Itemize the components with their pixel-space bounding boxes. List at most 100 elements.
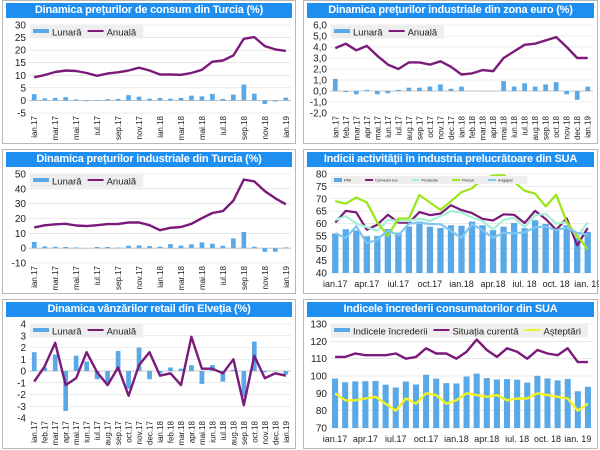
bar xyxy=(210,93,215,101)
x-tick-label: mar.18 xyxy=(177,265,186,290)
bar xyxy=(84,361,89,371)
legend-label: Lunară xyxy=(353,27,383,38)
bar xyxy=(251,246,257,249)
bar xyxy=(500,226,507,273)
bar xyxy=(241,371,247,397)
bar xyxy=(115,247,121,249)
y-tick-label: 4,0 xyxy=(313,43,327,54)
bar xyxy=(510,223,518,273)
bar xyxy=(136,245,142,249)
x-tick-label: ian. 19 xyxy=(564,434,591,444)
bar xyxy=(115,351,121,371)
y-tick-label: 20 xyxy=(15,214,27,225)
bar xyxy=(178,245,184,249)
x-tick-label: apr.17 xyxy=(62,420,71,443)
y-tick-label: 30 xyxy=(15,199,27,210)
y-tick-label: 80 xyxy=(316,406,328,417)
x-tick-label: ian.18 xyxy=(156,265,165,287)
bar xyxy=(483,378,490,428)
series-line xyxy=(335,338,588,364)
bar xyxy=(564,91,570,95)
y-tick-label: 50 xyxy=(316,244,328,255)
x-tick-label: iun.17 xyxy=(384,115,393,137)
y-tick-label: 55 xyxy=(316,231,328,242)
bar xyxy=(283,371,289,375)
bar xyxy=(382,384,389,428)
legend-background xyxy=(331,176,528,184)
y-tick-label: -5 xyxy=(17,109,26,120)
bar xyxy=(31,352,37,371)
x-tick-label: sep.17 xyxy=(114,115,123,140)
bar xyxy=(534,375,541,428)
x-tick-label: iul.17 xyxy=(93,115,102,135)
bar xyxy=(52,354,58,371)
x-tick-label: feb.18 xyxy=(468,115,477,138)
x-tick-label: ian.17 xyxy=(331,115,340,137)
x-tick-label: ian.18 xyxy=(444,434,469,444)
bar xyxy=(241,231,247,249)
y-tick-label: 1 xyxy=(20,355,26,366)
x-tick-label: oct. 18 xyxy=(543,279,570,289)
bar xyxy=(553,229,560,273)
x-tick-label: mar.17 xyxy=(51,265,60,290)
bar xyxy=(94,99,100,101)
x-tick-label: mar.17 xyxy=(51,420,60,445)
bar xyxy=(199,96,205,101)
x-tick-label: dec.17 xyxy=(447,115,456,140)
x-tick-label: apr.18 xyxy=(187,420,196,443)
x-tick-label: apr.17 xyxy=(353,434,378,444)
legend-label: Lunară xyxy=(52,326,82,337)
legend-background xyxy=(331,25,445,39)
y-tick-label: 70 xyxy=(316,194,328,205)
bar xyxy=(433,378,440,428)
y-tick-label: -10 xyxy=(12,259,27,270)
bar xyxy=(343,91,349,93)
series-line xyxy=(334,209,589,239)
bar xyxy=(584,386,591,428)
y-tick-label: 25 xyxy=(15,33,27,44)
bar xyxy=(463,376,470,428)
bar xyxy=(406,87,412,91)
y-tick-label: 65 xyxy=(316,207,328,218)
legend-background xyxy=(331,324,588,338)
legend-background xyxy=(30,324,144,338)
bar xyxy=(262,100,268,104)
x-tick-label: iul.18 xyxy=(219,420,228,440)
bar xyxy=(73,355,79,371)
bar xyxy=(438,84,443,91)
bar xyxy=(157,246,163,249)
series-line xyxy=(33,35,286,79)
y-tick-label: 20 xyxy=(15,46,27,57)
x-tick-label: sep.18 xyxy=(240,420,249,445)
series-line xyxy=(33,178,287,232)
x-tick-label: ian.18 xyxy=(156,420,165,442)
legend-label: Anuală xyxy=(107,27,137,38)
x-tick-label: mar.17 xyxy=(51,115,60,140)
x-tick-label: aug.17 xyxy=(104,420,113,445)
x-tick-label: mar.18 xyxy=(479,115,488,140)
x-tick-label: nov.18 xyxy=(563,115,572,139)
bar xyxy=(342,229,349,273)
x-tick-label: ian.19 xyxy=(282,115,291,137)
bar xyxy=(384,228,392,273)
legend: Lunară Anuală xyxy=(30,324,144,338)
x-tick-label: oct.18 xyxy=(552,115,561,137)
bar xyxy=(524,382,531,428)
chart-panel-us-ism: Indicii activității în industria prelucr… xyxy=(303,149,599,294)
chart-title: Dinamica prețurilor industriale din zona… xyxy=(307,3,594,18)
y-tick-label: 1,0 xyxy=(313,76,327,87)
bar xyxy=(563,225,570,273)
legend-label: Comenzi noi xyxy=(375,178,397,183)
legend-label: Situația curentă xyxy=(452,326,519,337)
x-tick-label: apr.18 xyxy=(481,279,506,289)
x-tick-label: nov.18 xyxy=(261,420,270,444)
y-tick-label: 100 xyxy=(310,372,327,383)
bar xyxy=(189,244,194,249)
chart-title: Dinamica vânzărilor retail din Elveția (… xyxy=(6,302,292,317)
y-tick-label: 3 xyxy=(20,331,26,342)
x-tick-label: sep.17 xyxy=(114,420,123,445)
bar xyxy=(272,100,278,102)
x-tick-label: ian.19 xyxy=(282,265,291,287)
x-tick-label: apr.18 xyxy=(474,434,499,444)
bar xyxy=(396,89,401,91)
